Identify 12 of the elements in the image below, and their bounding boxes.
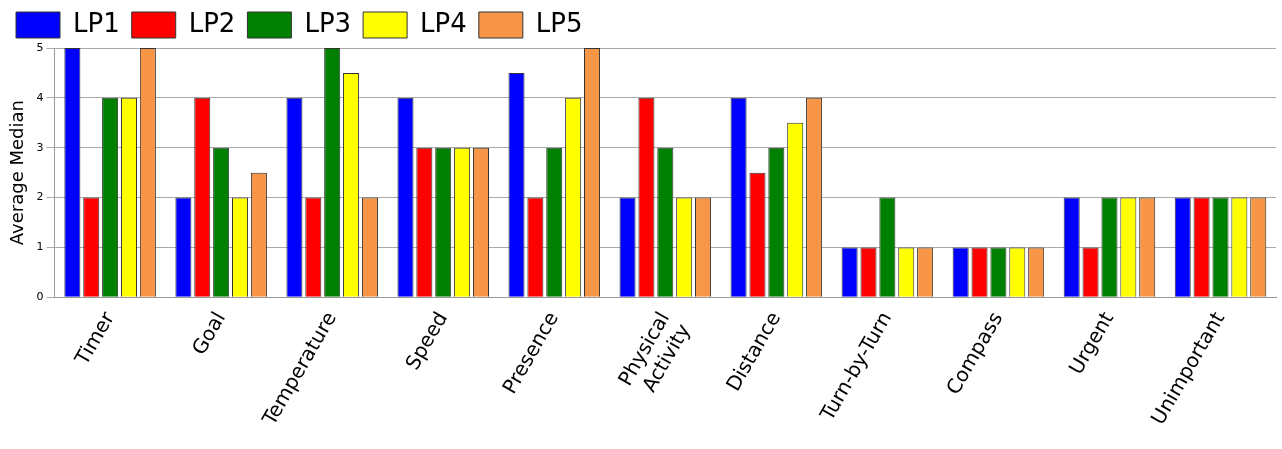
y-tick-label: 4 [36, 90, 44, 104]
legend-label: LP5 [535, 7, 583, 38]
y-tick-label: 1 [36, 240, 44, 254]
legend-label: LP3 [304, 7, 352, 38]
y-tick-label: 3 [36, 140, 44, 154]
legend-label: LP4 [420, 7, 467, 38]
y-tick-label: 0 [36, 290, 44, 304]
legend-label: LP2 [188, 7, 236, 38]
y-tick-label: 5 [36, 40, 44, 54]
y-axis-title: Average Median [6, 100, 28, 246]
legend-label: LP1 [73, 7, 120, 38]
y-tick-label: 2 [36, 190, 44, 204]
